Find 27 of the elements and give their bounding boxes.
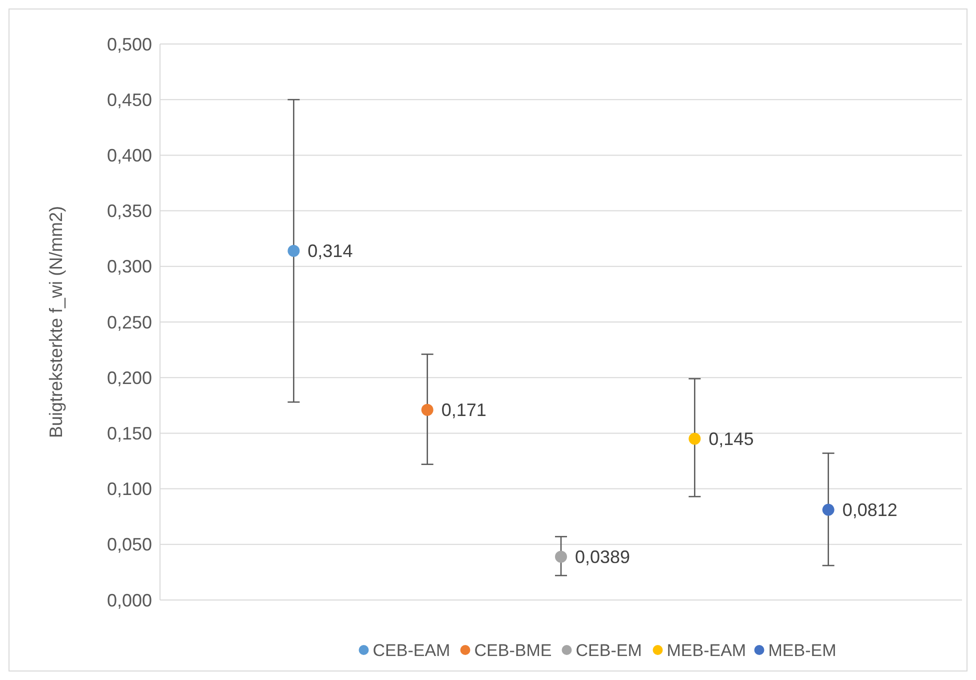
y-tick-label: 0,200: [106, 368, 152, 388]
point: [688, 432, 701, 445]
point: [421, 404, 434, 416]
legend-label: MEB-EM: [768, 640, 836, 660]
data-label: 0,0389: [575, 547, 630, 568]
y-tick-label: 0,450: [106, 90, 152, 110]
data-label: 0,171: [441, 400, 486, 420]
point: [555, 550, 567, 563]
y-tick-label: 0,100: [106, 479, 152, 500]
y-axis-title: Buigtreksterkte f_wi (N/mm2): [46, 206, 66, 438]
legend-label: CEB-BME: [474, 640, 552, 660]
point: [822, 504, 834, 516]
data-label: 0,314: [308, 241, 353, 262]
data-label: 0,145: [708, 429, 754, 450]
y-tick-label: 0,050: [106, 534, 152, 555]
point: [288, 244, 300, 257]
legend-label: MEB-EAM: [666, 640, 746, 660]
y-tick-label: 0,150: [106, 424, 152, 444]
legend-label: CEB-EM: [576, 640, 642, 660]
y-tick-label: 0,350: [106, 201, 152, 222]
y-tick-label: 0,000: [106, 590, 152, 610]
y-tick-label: 0,300: [106, 256, 152, 277]
y-tick-label: 0,250: [106, 312, 152, 332]
y-tick-label: 0,500: [106, 34, 152, 54]
y-tick-label: 0,400: [106, 146, 152, 166]
data-label: 0,0812: [842, 500, 898, 520]
legend-label: CEB-EAM: [372, 640, 450, 660]
